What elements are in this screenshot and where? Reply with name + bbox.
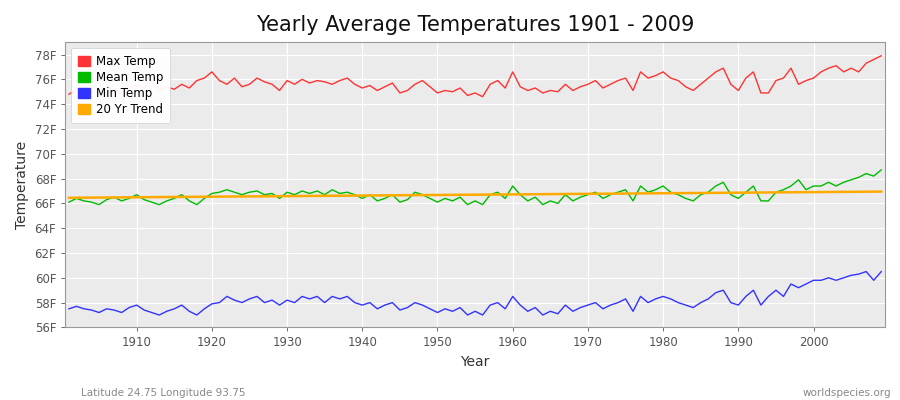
Legend: Max Temp, Mean Temp, Min Temp, 20 Yr Trend: Max Temp, Mean Temp, Min Temp, 20 Yr Tre… (71, 48, 170, 123)
Y-axis label: Temperature: Temperature (15, 141, 29, 229)
Text: Latitude 24.75 Longitude 93.75: Latitude 24.75 Longitude 93.75 (81, 388, 246, 398)
Text: worldspecies.org: worldspecies.org (803, 388, 891, 398)
Title: Yearly Average Temperatures 1901 - 2009: Yearly Average Temperatures 1901 - 2009 (256, 15, 694, 35)
X-axis label: Year: Year (461, 355, 490, 369)
